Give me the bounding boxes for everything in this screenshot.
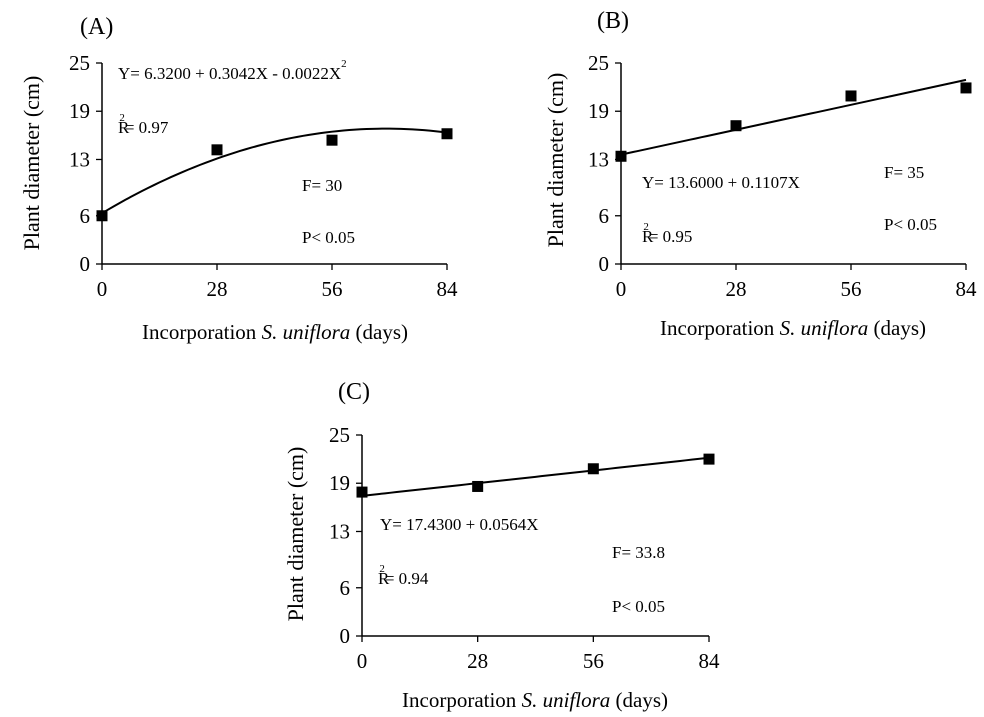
r-squared-value: = 0.94 — [385, 569, 429, 588]
y-tick-label: 25 — [329, 423, 350, 447]
x-tick-label: 84 — [956, 277, 978, 301]
y-axis-label: Plant diameter (cm) — [543, 73, 568, 248]
y-tick-label: 25 — [588, 51, 609, 75]
x-axis-label: Incorporation S. uniflora (days) — [142, 320, 408, 344]
panel-label: (A) — [80, 14, 113, 40]
r-squared-label: R2= 0.94 — [378, 563, 429, 588]
data-point — [587, 463, 599, 475]
data-point — [96, 210, 108, 222]
y-tick-label: 0 — [599, 252, 610, 276]
p-value-label: P< 0.05 — [302, 228, 355, 247]
x-axis-label: Incorporation S. uniflora (days) — [402, 688, 668, 712]
y-tick-label: 25 — [69, 51, 90, 75]
panel-b: 0 6 13 19 25 0 28 56 84 (B) Incorporation S. unifl… — [543, 8, 977, 340]
panel-a: 0 6 13 19 25 0 28 56 84 (A) Incorporation S. unifl… — [19, 14, 458, 344]
x-axis-label-suffix: (days) — [350, 320, 408, 344]
y-tick-label: 19 — [329, 471, 350, 495]
y-tick-label: 13 — [588, 147, 609, 171]
x-axis-label-species: S. uniflora — [780, 316, 869, 340]
x-tick-label: 56 — [841, 277, 862, 301]
data-point — [730, 120, 742, 132]
y-tick-label: 19 — [69, 99, 90, 123]
regression-line — [101, 127, 448, 215]
y-tick-label: 13 — [69, 147, 90, 171]
x-axis-label-species: S. uniflora — [522, 688, 611, 712]
p-value-label: P< 0.05 — [884, 215, 937, 234]
data-point — [441, 128, 453, 140]
r-squared-label: R2= 0.95 — [642, 221, 692, 246]
data-point — [615, 150, 627, 162]
x-axis-label-prefix: Incorporation — [402, 688, 522, 712]
x-tick-label: 0 — [357, 649, 368, 673]
r-squared-exponent: 2 — [119, 112, 125, 124]
x-tick-label: 56 — [583, 649, 604, 673]
regression-equation: Y= 6.3200 + 0.3042X - 0.0022X2 — [118, 58, 347, 83]
y-tick-label: 6 — [340, 576, 351, 600]
x-tick-label: 0 — [97, 277, 108, 301]
x-tick-label: 28 — [207, 277, 228, 301]
f-statistic-label: F= 33.8 — [612, 543, 665, 562]
y-tick-label: 6 — [599, 204, 610, 228]
equation-text: Y= 17.4300 + 0.0564X — [380, 515, 538, 534]
x-axis-label-prefix: Incorporation — [660, 316, 780, 340]
r-squared-label: R2= 0.97 — [118, 112, 169, 137]
regression-equation: Y= 13.6000 + 0.1107X — [642, 173, 800, 192]
x-tick-label: 84 — [437, 277, 459, 301]
panel-c: 0 6 13 19 25 0 28 56 84 (C) Incorporation S. unifl… — [283, 379, 720, 712]
p-value-label: P< 0.05 — [612, 597, 665, 616]
r-squared-exponent: 2 — [379, 563, 385, 575]
r-squared-exponent: 2 — [643, 221, 649, 233]
data-point — [326, 134, 338, 146]
y-tick-label: 0 — [80, 252, 91, 276]
data-point — [211, 144, 223, 156]
f-statistic-label: F= 35 — [884, 163, 924, 182]
x-axis-label-suffix: (days) — [868, 316, 926, 340]
y-tick-label: 0 — [340, 624, 351, 648]
y-tick-label: 6 — [80, 204, 91, 228]
data-point — [845, 90, 857, 102]
r-squared-base: R — [118, 118, 130, 137]
x-tick-label: 84 — [699, 649, 721, 673]
r-squared-value: = 0.95 — [649, 227, 693, 246]
regression-line — [620, 78, 967, 156]
x-tick-label: 28 — [726, 277, 747, 301]
data-point — [703, 453, 715, 465]
f-statistic-label: F= 30 — [302, 176, 342, 195]
data-point — [960, 82, 972, 94]
x-axis-label-suffix: (days) — [610, 688, 668, 712]
x-tick-label: 28 — [467, 649, 488, 673]
r-squared-base: R — [378, 569, 390, 588]
x-tick-label: 56 — [322, 277, 343, 301]
panel-label: (B) — [597, 8, 629, 34]
x-axis-label-species: S. uniflora — [262, 320, 351, 344]
r-squared-base: R — [642, 227, 654, 246]
equation-text: Y= 13.6000 + 0.1107X — [642, 173, 800, 192]
y-tick-label: 19 — [588, 99, 609, 123]
y-tick-label: 13 — [329, 519, 350, 543]
x-axis-label-prefix: Incorporation — [142, 320, 262, 344]
r-squared-value: = 0.97 — [125, 118, 169, 137]
x-axis-label: Incorporation S. uniflora (days) — [660, 316, 926, 340]
regression-equation: Y= 17.4300 + 0.0564X — [380, 515, 538, 534]
equation-exponent: 2 — [341, 58, 347, 70]
data-point — [356, 486, 368, 498]
panel-label: (C) — [338, 379, 370, 405]
regression-line — [361, 456, 710, 497]
y-axis-label: Plant diameter (cm) — [19, 76, 44, 251]
y-axis-label: Plant diameter (cm) — [283, 447, 308, 622]
equation-text: Y= 6.3200 + 0.3042X - 0.0022X — [118, 64, 341, 83]
x-tick-label: 0 — [616, 277, 627, 301]
data-point — [472, 480, 484, 492]
